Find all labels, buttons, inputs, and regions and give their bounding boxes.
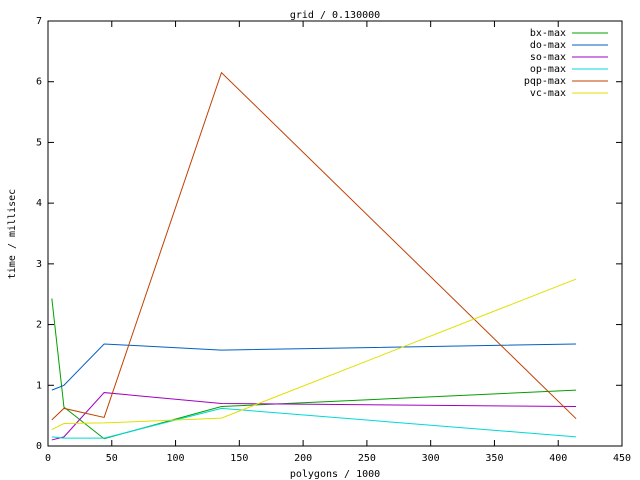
x-tick-label: 300: [422, 453, 440, 464]
x-tick-label: 200: [294, 453, 312, 464]
legend-label: so-max: [530, 52, 566, 63]
x-tick-label: 50: [106, 453, 118, 464]
legend-label: op-max: [530, 64, 566, 75]
legend-label: vc-max: [530, 88, 566, 99]
y-axis-label: time / millisec: [7, 189, 18, 279]
y-tick-label: 6: [36, 77, 42, 88]
y-tick-label: 0: [36, 441, 42, 452]
series-line: [51, 298, 577, 440]
x-tick-label: 250: [358, 453, 376, 464]
x-tick-label: 100: [167, 453, 185, 464]
legend-label: pqp-max: [524, 76, 566, 87]
chart-title: grid / 0.130000: [290, 10, 380, 21]
series-line: [51, 407, 577, 439]
y-tick-label: 3: [36, 259, 42, 270]
x-axis-label: polygons / 1000: [290, 469, 380, 480]
y-tick-label: 4: [36, 198, 42, 209]
y-tick-label: 1: [36, 380, 42, 391]
legend-label: bx-max: [530, 28, 566, 39]
series-line: [51, 71, 577, 421]
legend-label: do-max: [530, 40, 566, 51]
x-tick-label: 350: [485, 453, 503, 464]
x-tick-label: 150: [230, 453, 248, 464]
series-line: [51, 343, 577, 391]
y-tick-label: 5: [36, 137, 42, 148]
y-tick-label: 7: [36, 16, 42, 27]
series-line: [51, 278, 577, 431]
x-tick-label: 450: [613, 453, 631, 464]
x-tick-label: 0: [45, 453, 51, 464]
plot-border: [47, 20, 623, 447]
x-tick-label: 400: [549, 453, 567, 464]
y-tick-label: 2: [36, 320, 42, 331]
